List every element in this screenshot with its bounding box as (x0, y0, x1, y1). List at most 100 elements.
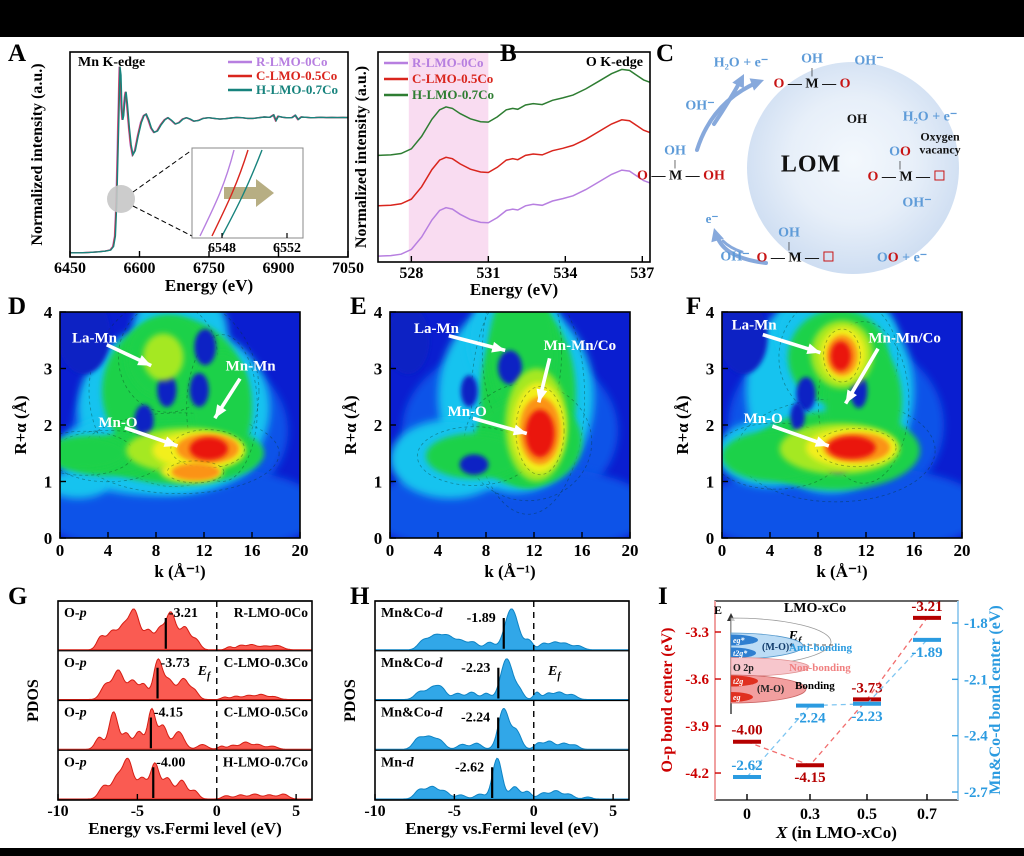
annotation-arrow-head (536, 388, 548, 403)
heatmap-annotation: Mn-Mn (226, 359, 277, 375)
x-tick-label: 531 (476, 265, 500, 282)
heatmap-annotation: Mn-O (448, 404, 487, 420)
bottom-letterbox (0, 848, 1024, 856)
x-tick-label: 0 (386, 541, 395, 560)
mo-lobe (731, 692, 753, 702)
x-axis-label: k (Å⁻¹) (154, 562, 205, 581)
x-tick-label: 6750 (193, 260, 225, 277)
heatmap-blob-dark (157, 373, 177, 407)
heatmap-body: La-Mn Mn-Mn/Co Mn-O (722, 312, 962, 538)
contour-line (817, 321, 910, 484)
xas-curve (377, 169, 651, 257)
zoom-region-circle (107, 185, 135, 213)
data-value-label: -4.15 (794, 770, 825, 786)
mo-level-label: eg* (733, 636, 746, 645)
y-tick-label: 0 (44, 529, 53, 548)
panel-g-chart: O-p R-LMO-0Co -3.21 O-p C-LMO-0.3Co -3.73 Ef O-… (25, 600, 313, 838)
orbital-label: Mn&Co-d (381, 656, 443, 671)
x-tick-label: -5 (448, 803, 461, 820)
sample-label: C-LMO-0.5Co (224, 705, 309, 720)
heatmap-blob-cyan (60, 470, 108, 499)
xas-curve (377, 68, 651, 157)
mo-level-label: eg (733, 693, 741, 702)
plot-frame (374, 600, 630, 801)
y-tick-label: 1 (374, 473, 383, 492)
mo-lobe (731, 647, 756, 659)
panel-title: Mn K-edge (78, 55, 145, 70)
pdos-curve (58, 707, 312, 750)
heatmap-blob-dark (390, 312, 430, 375)
orbital-label: O-p (64, 706, 87, 721)
x-tick-label: 4 (434, 541, 443, 560)
y-axis-label: R+α (Å) (11, 395, 30, 454)
x-tick-label: 16 (906, 541, 923, 560)
inset-title: LMO-xCo (784, 601, 846, 616)
x-tick-label: 7050 (332, 260, 364, 277)
x-tick-label: 6450 (54, 260, 86, 277)
pdos-curve (58, 608, 313, 651)
y-tick-label: 3 (706, 360, 715, 379)
x-tick-label: 20 (954, 541, 971, 560)
highlight-band (408, 53, 489, 261)
panel-b-chart: 528 531 534 537 Energy (eV) Normalized intens… (353, 51, 654, 299)
right-tick-label: -2.4 (964, 729, 988, 745)
band-center-value: -4.00 (156, 755, 185, 770)
x-tick-label: 20 (292, 541, 309, 560)
annotation-arrow-head (137, 355, 152, 366)
annotation-arrow-head (163, 436, 178, 447)
x-axis-label: X (in LMO-xCo) (775, 823, 897, 842)
band-center-value: -2.23 (461, 661, 490, 676)
x-tick-label: 537 (630, 265, 654, 282)
x-tick-label: 528 (399, 265, 423, 282)
panel-letter-i: I (658, 583, 668, 610)
panel-title: O K-edge (586, 55, 643, 70)
x-tick-label: 0 (530, 803, 538, 820)
pdos-curve (58, 658, 312, 700)
y-tick-label: 1 (44, 473, 53, 492)
legend-label: C-LMO-0.5Co (412, 71, 493, 86)
x-axis-label: k (Å⁻¹) (816, 562, 867, 581)
x-tick-label: 534 (553, 265, 577, 282)
right-tick-label: -2.7 (964, 785, 988, 801)
sample-label: H-LMO-0.7Co (223, 754, 308, 769)
orbital-label: O-p (64, 656, 87, 671)
mo-lobe-label: (M-O) (757, 684, 784, 695)
mo-level-label: O 2p (733, 663, 754, 674)
bonding-label: Bonding (795, 680, 835, 692)
y-tick-label: 2 (44, 416, 53, 435)
xas-curve (70, 66, 348, 254)
y-tick-label: 3 (374, 360, 383, 379)
x-axis-label: k (Å⁻¹) (484, 562, 535, 581)
band-center-value: -2.24 (461, 711, 490, 726)
heatmap-annotation: Mn-O (98, 415, 137, 431)
contour-line (470, 312, 586, 515)
shift-arrow-icon (224, 179, 274, 207)
contour-line (166, 460, 225, 484)
annotation-arrow-head (214, 404, 227, 419)
y-tick-label: 4 (706, 303, 715, 322)
y-axis-label: R+α (Å) (341, 395, 360, 454)
orbital-label: Mn-d (381, 755, 415, 770)
legend-label: R-LMO-0Co (256, 54, 328, 69)
panel-h-chart: Mn&Co-d -1.89 Mn&Co-d -2.23 Ef Mn&Co-d -2.24 Mn… (342, 600, 630, 838)
right-tick-label: -1.8 (964, 616, 988, 632)
mo-level-label: t2g (733, 677, 743, 686)
legend-label: H-LMO-0.7Co (412, 87, 494, 102)
sample-label: C-LMO-0.3Co (224, 655, 309, 670)
y-tick-label: 0 (374, 529, 383, 548)
heatmap-annotation: Mn-O (744, 411, 783, 427)
x-tick-label: 5 (609, 803, 617, 820)
x-axis-label: Energy (eV) (165, 276, 253, 295)
orbital-label: O-p (64, 755, 87, 770)
inset-tick-label: 6548 (208, 241, 236, 256)
cycle-arrow (695, 80, 760, 152)
y-tick-label: 2 (374, 416, 383, 435)
orbital-label: Mn&Co-d (381, 706, 443, 721)
contour-line (778, 312, 899, 421)
heatmap-body: La-Mn Mn-Mn Mn-O (60, 312, 300, 538)
